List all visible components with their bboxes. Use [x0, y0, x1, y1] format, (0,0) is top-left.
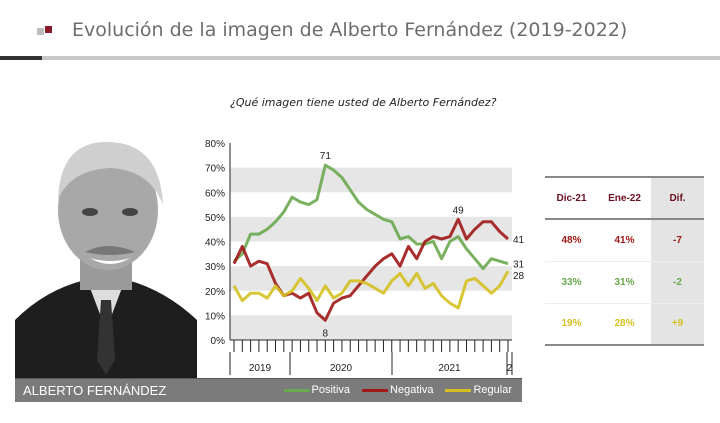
- legend-swatch: [283, 388, 310, 392]
- legend-swatch: [362, 388, 389, 392]
- legend-regular: Regular: [445, 384, 512, 396]
- cell: -7: [651, 219, 704, 262]
- y-tick-label: 80%: [205, 139, 225, 150]
- cell: 31%: [598, 261, 651, 304]
- chart-title: ¿Qué imagen tiene usted de Alberto Ferná…: [230, 96, 497, 109]
- legend-swatch: [445, 388, 472, 392]
- header-divider: [0, 56, 720, 60]
- legend-label: Regular: [473, 384, 512, 396]
- caption-bar: ALBERTO FERNÁNDEZ Positiva Negativa Regu…: [15, 378, 522, 402]
- grid-band: [230, 167, 512, 193]
- comparison-table: Dic-21 Ene-22 Dif. 48% 41% -7 33% 31% -2…: [545, 176, 704, 346]
- cell: +9: [651, 303, 704, 346]
- y-tick-label: 50%: [205, 213, 225, 224]
- header-dif: Dif.: [651, 176, 704, 220]
- legend-negativa: Negativa: [362, 384, 433, 396]
- cell: 28%: [598, 303, 651, 346]
- chart-legend: Positiva Negativa Regular: [283, 384, 512, 396]
- header-ene22: Ene-22: [598, 176, 651, 220]
- y-tick-label: 40%: [205, 238, 225, 249]
- legend-positiva: Positiva: [283, 384, 351, 396]
- grid-band: [230, 216, 512, 242]
- cell: 48%: [545, 219, 598, 262]
- caption-name: ALBERTO FERNÁNDEZ: [23, 383, 167, 398]
- y-tick-label: 30%: [205, 262, 225, 273]
- x-group-label: 2021: [438, 363, 461, 374]
- y-tick-label: 60%: [205, 188, 225, 199]
- cell: 41%: [598, 219, 651, 262]
- series-line-regular: [232, 270, 510, 310]
- y-tick-label: 70%: [205, 164, 225, 175]
- data-label: 31: [513, 260, 525, 271]
- y-tick-label: 20%: [205, 287, 225, 298]
- row-regular: 19% 28% +9: [545, 303, 704, 346]
- row-negativa: 48% 41% -7: [545, 219, 704, 262]
- header-square-gray: [37, 28, 44, 35]
- y-tick-label: 0%: [211, 336, 226, 347]
- header-dic21: Dic-21: [545, 176, 598, 220]
- data-label: 28: [513, 271, 525, 282]
- data-label: 71: [320, 151, 332, 162]
- x-group-label: 2020: [330, 363, 353, 374]
- x-group-label: 2: [507, 363, 513, 374]
- data-label: 49: [453, 205, 465, 216]
- cell: 33%: [545, 261, 598, 304]
- grid-band: [230, 315, 512, 340]
- cell: -2: [651, 261, 704, 304]
- data-label: 8: [323, 328, 329, 339]
- header-divider-accent: [0, 56, 42, 60]
- page-title: Evolución de la imagen de Alberto Fernán…: [72, 19, 628, 41]
- series-line-positiva: [233, 163, 509, 271]
- row-positiva: 33% 31% -2: [545, 261, 704, 304]
- legend-label: Positiva: [311, 384, 351, 396]
- line-chart: 0% 10% 20% 30% 40% 50% 60% 70% 80% 2019 2020 2021 2 7…: [205, 139, 525, 375]
- portrait-photo: [15, 130, 197, 380]
- header-square-red: [45, 26, 52, 33]
- y-tick-label: 10%: [205, 311, 225, 322]
- legend-label: Negativa: [390, 384, 434, 396]
- cell: 19%: [545, 303, 598, 346]
- x-group-label: 2019: [249, 363, 272, 374]
- data-label: 41: [513, 235, 525, 246]
